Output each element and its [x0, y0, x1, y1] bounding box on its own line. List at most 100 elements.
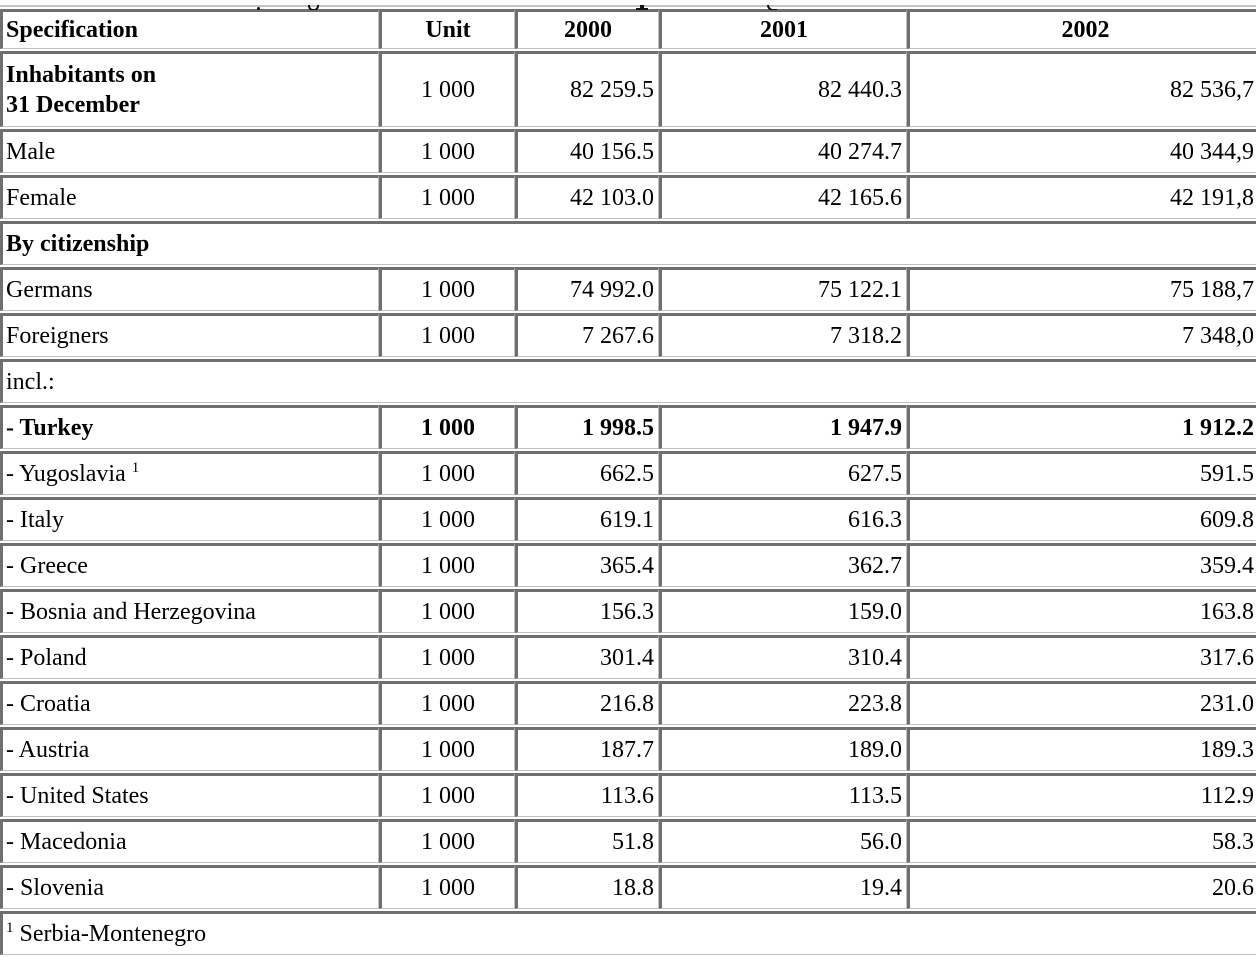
unit-cell: 1 000 [379, 773, 515, 817]
unit-cell: 1 000 [379, 175, 515, 219]
value-2001: 82 440.3 [659, 51, 907, 127]
table-row-austria: - Austria 1 000 187.7 189.0 189.3 [0, 727, 1256, 771]
table-row-greece: - Greece 1 000 365.4 362.7 359.4 [0, 543, 1256, 587]
value-2002: 591.5 [907, 451, 1256, 495]
spec-cell: - Italy [0, 497, 379, 541]
table-row-germans: Germans 1 000 74 992.0 75 122.1 75 188,7 [0, 267, 1256, 311]
value-2001: 627.5 [659, 451, 907, 495]
unit-cell: 1 000 [379, 51, 515, 127]
value-2002: 1 912.2 [907, 405, 1256, 449]
spec-cell: - Bosnia and Herzegovina [0, 589, 379, 633]
column-header-2002: 2002 [907, 9, 1256, 49]
value-2001: 113.5 [659, 773, 907, 817]
section-header-cell: incl.: [0, 359, 1256, 403]
unit-cell: 1 000 [379, 451, 515, 495]
value-2002: 189.3 [907, 727, 1256, 771]
table-row-bosnia: - Bosnia and Herzegovina 1 000 156.3 159… [0, 589, 1256, 633]
spec-cell: Germans [0, 267, 379, 311]
value-2000: 662.5 [515, 451, 659, 495]
value-2002: 163.8 [907, 589, 1256, 633]
value-2000: 40 156.5 [515, 129, 659, 173]
value-2002: 42 191,8 [907, 175, 1256, 219]
value-2000: 74 992.0 [515, 267, 659, 311]
value-2001: 42 165.6 [659, 175, 907, 219]
spec-cell: - Turkey [0, 405, 379, 449]
value-2000: 365.4 [515, 543, 659, 587]
value-2000: 7 267.6 [515, 313, 659, 357]
value-2002: 112.9 [907, 773, 1256, 817]
spec-cell: Female [0, 175, 379, 219]
value-2000: 42 103.0 [515, 175, 659, 219]
header-row: Specification Unit 2000 2001 2002 [0, 9, 1256, 49]
value-2000: 216.8 [515, 681, 659, 725]
table-row-foreigners: Foreigners 1 000 7 267.6 7 318.2 7 348,0 [0, 313, 1256, 357]
unit-cell: 1 000 [379, 865, 515, 909]
spec-cell: Male [0, 129, 379, 173]
value-2002: 7 348,0 [907, 313, 1256, 357]
clipped-title-fragments [0, 5, 1256, 10]
value-2002: 58.3 [907, 819, 1256, 863]
value-2001: 7 318.2 [659, 313, 907, 357]
value-2001: 616.3 [659, 497, 907, 541]
value-2002: 359.4 [907, 543, 1256, 587]
clipped-text-fragment [767, 5, 777, 10]
section-row-by-citizenship: By citizenship [0, 221, 1256, 265]
value-2001: 75 122.1 [659, 267, 907, 311]
clipped-text-fragment [308, 5, 319, 10]
population-table: Specification Unit 2000 2001 2002 Inhabi… [0, 5, 1256, 957]
spec-cell: - Macedonia [0, 819, 379, 863]
unit-cell: 1 000 [379, 819, 515, 863]
value-2000: 187.7 [515, 727, 659, 771]
table-row-slovenia: - Slovenia 1 000 18.8 19.4 20.6 [0, 865, 1256, 909]
column-header-specification: Specification [0, 9, 379, 49]
value-2001: 362.7 [659, 543, 907, 587]
unit-cell: 1 000 [379, 313, 515, 357]
unit-cell: 1 000 [379, 129, 515, 173]
value-2002: 82 536,7 [907, 51, 1256, 127]
spec-cell: - United States [0, 773, 379, 817]
section-header-cell: By citizenship [0, 221, 1256, 265]
spec-cell: - Croatia [0, 681, 379, 725]
value-2000: 82 259.5 [515, 51, 659, 127]
unit-cell: 1 000 [379, 267, 515, 311]
footnote-marker: 1 [131, 460, 140, 476]
table-row-macedonia: - Macedonia 1 000 51.8 56.0 58.3 [0, 819, 1256, 863]
column-header-2001: 2001 [659, 9, 907, 49]
table-row-united-states: - United States 1 000 113.6 113.5 112.9 [0, 773, 1256, 817]
unit-cell: 1 000 [379, 589, 515, 633]
value-2001: 40 274.7 [659, 129, 907, 173]
value-2000: 301.4 [515, 635, 659, 679]
spec-cell: Inhabitants on 31 December [0, 51, 379, 127]
value-2002: 75 188,7 [907, 267, 1256, 311]
value-2000: 113.6 [515, 773, 659, 817]
clipped-text-fragment [640, 5, 644, 10]
table-row-inhabitants: Inhabitants on 31 December 1 000 82 259.… [0, 51, 1256, 127]
value-2000: 18.8 [515, 865, 659, 909]
clipped-text-fragment [257, 7, 260, 10]
value-2002: 40 344,9 [907, 129, 1256, 173]
value-2002: 317.6 [907, 635, 1256, 679]
value-2002: 20.6 [907, 865, 1256, 909]
spec-cell: - Slovenia [0, 865, 379, 909]
footnote-cell: 1 Serbia-Montenegro [0, 911, 1256, 955]
column-header-2000: 2000 [515, 9, 659, 49]
footnote-text: Serbia-Montenegro [19, 921, 207, 947]
table-row-female: Female 1 000 42 103.0 42 165.6 42 191,8 [0, 175, 1256, 219]
table-row-male: Male 1 000 40 156.5 40 274.7 40 344,9 [0, 129, 1256, 173]
spec-label: - Yugoslavia [6, 461, 126, 487]
value-2001: 223.8 [659, 681, 907, 725]
unit-cell: 1 000 [379, 543, 515, 587]
spec-cell: Foreigners [0, 313, 379, 357]
value-2000: 619.1 [515, 497, 659, 541]
unit-cell: 1 000 [379, 497, 515, 541]
clipped-text-fragment [636, 8, 648, 10]
footnote-row: 1 Serbia-Montenegro [0, 911, 1256, 955]
value-2001: 1 947.9 [659, 405, 907, 449]
footnote-marker: 1 [6, 920, 14, 936]
value-2001: 310.4 [659, 635, 907, 679]
value-2000: 51.8 [515, 819, 659, 863]
value-2001: 189.0 [659, 727, 907, 771]
table-row-italy: - Italy 1 000 619.1 616.3 609.8 [0, 497, 1256, 541]
table-row-croatia: - Croatia 1 000 216.8 223.8 231.0 [0, 681, 1256, 725]
value-2002: 231.0 [907, 681, 1256, 725]
